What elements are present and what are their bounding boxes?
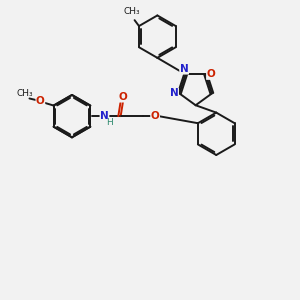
Text: N: N	[170, 88, 178, 98]
Text: CH₃: CH₃	[17, 88, 33, 98]
Text: CH₃: CH₃	[123, 7, 140, 16]
Text: H: H	[106, 118, 113, 127]
Text: O: O	[118, 92, 127, 102]
Text: N: N	[100, 111, 109, 121]
Text: O: O	[36, 96, 45, 106]
Text: N: N	[180, 64, 188, 74]
Text: O: O	[151, 111, 160, 121]
Text: O: O	[207, 69, 215, 80]
